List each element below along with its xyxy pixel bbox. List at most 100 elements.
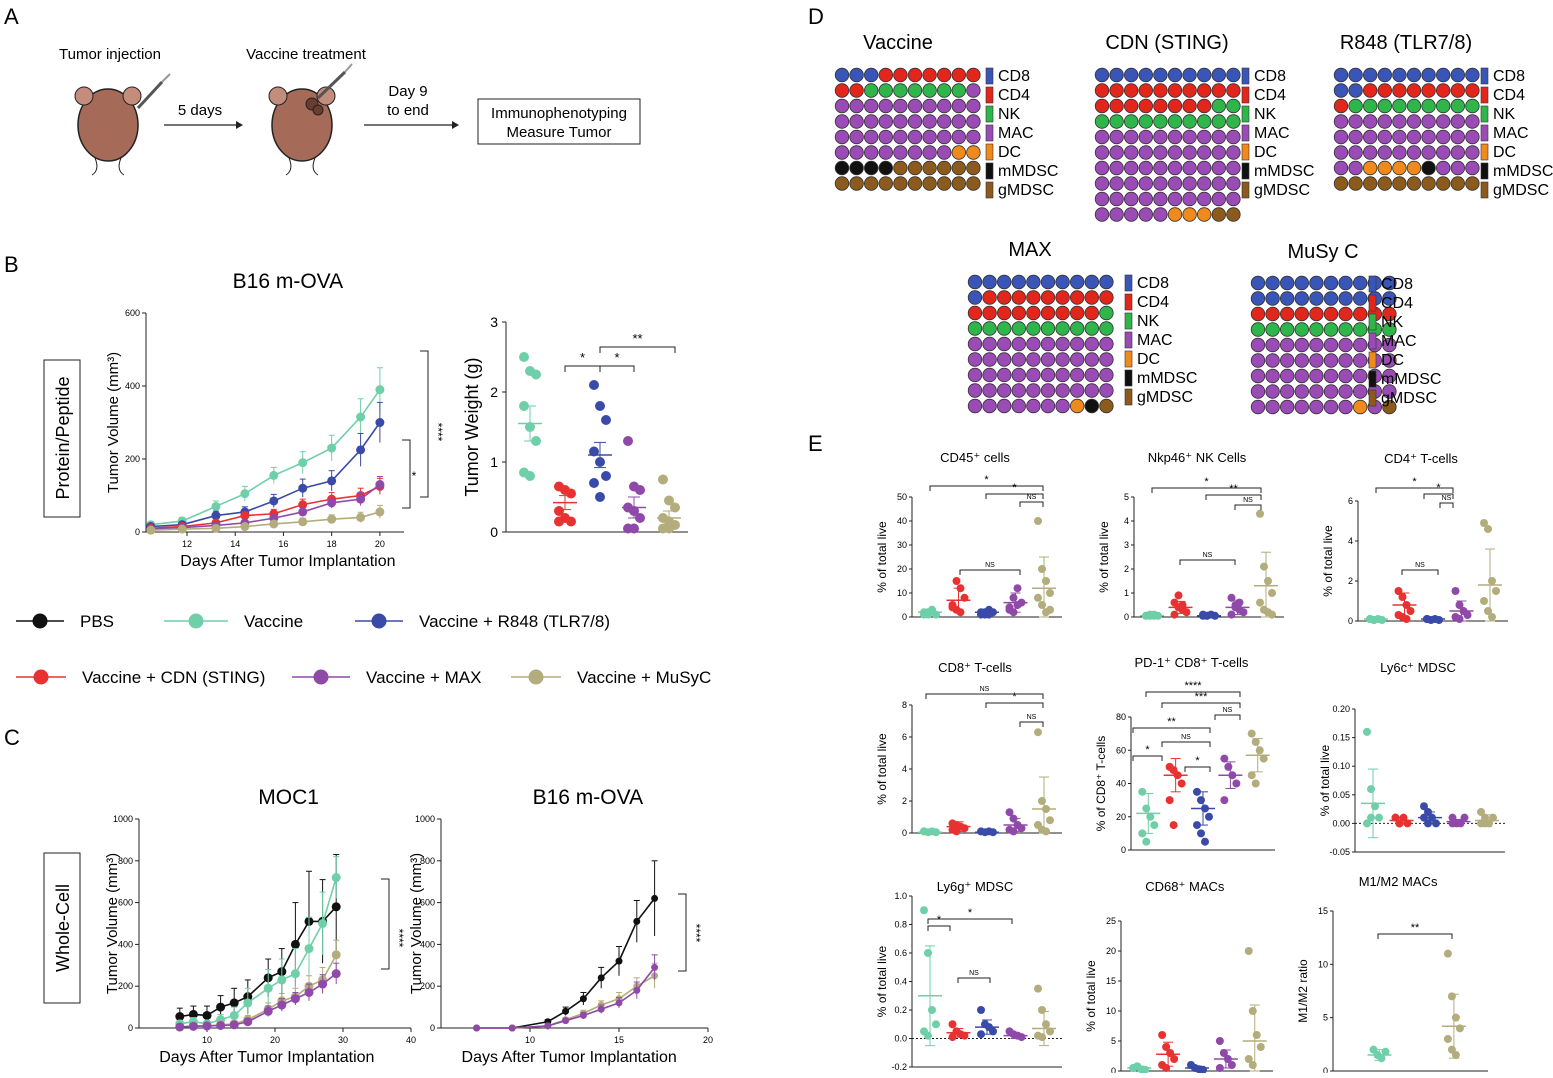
significance-bracket bbox=[959, 569, 1021, 575]
data-point-MAX bbox=[629, 523, 639, 534]
waffle-cell-MAC bbox=[982, 383, 997, 398]
data-point bbox=[928, 1006, 936, 1014]
y-tick-label: 5 bbox=[1124, 492, 1129, 502]
waffle-cell-MAC bbox=[1226, 176, 1241, 191]
waffle-cell-CD8 bbox=[1294, 291, 1310, 306]
y-tick-label: 0.10 bbox=[1332, 761, 1350, 771]
panel-title: M1/M2 MACs bbox=[1359, 874, 1438, 889]
data-point-Vaccine bbox=[240, 489, 250, 499]
significance-bracket bbox=[1423, 493, 1454, 499]
waffle-cell-CD8 bbox=[1123, 67, 1139, 83]
waffle-cell-MAC bbox=[1026, 398, 1041, 414]
data-point-MuSyC bbox=[375, 507, 385, 517]
data-point-R848 bbox=[595, 401, 605, 411]
data-point-MuSyC bbox=[664, 495, 674, 506]
data-point bbox=[1158, 1031, 1167, 1039]
waffle-cell-MAC bbox=[997, 367, 1012, 383]
data-point-MuSyC bbox=[356, 512, 366, 522]
data-point bbox=[1046, 816, 1054, 825]
y-tick-label: 0 bbox=[902, 828, 907, 838]
significance-label: **** bbox=[392, 929, 406, 948]
waffle-cell-NK bbox=[1099, 321, 1114, 336]
data-point bbox=[1142, 804, 1151, 813]
data-point bbox=[1193, 821, 1201, 830]
data-point-MuSyC bbox=[146, 525, 156, 535]
y-tick-label: 400 bbox=[125, 381, 140, 391]
waffle-legend-label: mMDSC bbox=[1381, 371, 1441, 388]
waffle-legend-swatch bbox=[1368, 351, 1377, 369]
waffle-cell-gMDSC bbox=[834, 176, 850, 191]
readout-box bbox=[477, 98, 641, 145]
data-point bbox=[1042, 827, 1050, 836]
waffle-cell-MAC bbox=[1123, 129, 1139, 145]
waffle-cell-MAC bbox=[849, 114, 864, 129]
waffle-cell-MAC bbox=[937, 98, 952, 114]
waffle-cell-CD8 bbox=[1323, 275, 1339, 291]
waffle-cell-CD8 bbox=[1323, 291, 1339, 306]
waffle-cell-DC bbox=[1377, 160, 1393, 176]
waffle-cell-MAC bbox=[1153, 191, 1168, 207]
y-tick-label: 2 bbox=[1348, 576, 1353, 586]
waffle-cell-MAC bbox=[967, 336, 983, 352]
waffle-cell-MAC bbox=[1055, 336, 1070, 352]
waffle-cell-CD4 bbox=[1196, 98, 1212, 114]
waffle-cell-CD4 bbox=[849, 83, 864, 98]
significance-label: **** bbox=[689, 924, 703, 943]
y-tick-label: 1 bbox=[1124, 588, 1129, 598]
data-point bbox=[1201, 837, 1209, 846]
data-point-PBS bbox=[579, 995, 587, 1003]
waffle-cell-MAC bbox=[1265, 399, 1280, 415]
significance-label: * bbox=[1195, 755, 1200, 767]
data-point-Vaccine bbox=[519, 352, 529, 362]
waffle-cell-MAC bbox=[982, 352, 997, 367]
data-point-PBS bbox=[229, 998, 239, 1008]
waffle-legend-swatch bbox=[1368, 332, 1377, 350]
y-tick-label: 2 bbox=[1124, 564, 1129, 574]
data-point-MAX bbox=[243, 1017, 253, 1027]
significance-bracket bbox=[925, 693, 1044, 699]
waffle-cell-MAC bbox=[1333, 160, 1349, 176]
y-tick-label: 10 bbox=[897, 588, 907, 598]
waffle-cell-MAC bbox=[1084, 352, 1100, 367]
waffle-cell-NK bbox=[1026, 321, 1041, 336]
waffle-cell-MAC bbox=[864, 145, 879, 160]
waffle-cell-MAC bbox=[1055, 367, 1070, 383]
step-tumor-injection: Tumor injection bbox=[59, 46, 161, 63]
waffle-cell-MAC bbox=[1040, 367, 1056, 383]
data-point-Vaccine bbox=[331, 873, 341, 883]
waffle-cell-MAC bbox=[1094, 145, 1110, 160]
svg-text:Whole-Cell: Whole-Cell bbox=[53, 884, 73, 972]
y-tick-label: 15 bbox=[1106, 976, 1116, 986]
waffle-cell-CD8 bbox=[1138, 67, 1154, 83]
waffle-cell-CD4 bbox=[1265, 306, 1280, 322]
waffle-cell-MAC bbox=[1309, 337, 1324, 353]
waffle-cell-MAC bbox=[1333, 129, 1349, 145]
data-point bbox=[1375, 813, 1383, 822]
significance-label: * bbox=[1204, 476, 1209, 488]
waffle-cell-NK bbox=[1377, 98, 1393, 114]
waffle-cell-MAC bbox=[1465, 160, 1480, 176]
data-point bbox=[1227, 610, 1236, 619]
waffle-cell-CD8 bbox=[1265, 291, 1280, 306]
waffle-cell-MAC bbox=[1250, 384, 1266, 399]
waffle-cell-MAC bbox=[1040, 352, 1056, 367]
data-point-Vaccine bbox=[531, 369, 541, 380]
waffle-legend-swatch bbox=[1480, 143, 1489, 161]
significance-bracket bbox=[1132, 755, 1163, 761]
waffle-cell-gMDSC bbox=[1465, 176, 1480, 191]
waffle-cell-CD4 bbox=[1011, 290, 1027, 305]
waffle-cell-CD8 bbox=[1167, 67, 1183, 83]
waffle-legend-label: CD8 bbox=[1493, 68, 1525, 85]
waffle-cell-NK bbox=[1323, 322, 1339, 337]
waffle-cell-NK bbox=[937, 83, 952, 98]
waffle-cell-MAC bbox=[1309, 353, 1324, 368]
data-point-Vaccine bbox=[327, 443, 337, 453]
significance-label: *** bbox=[1195, 691, 1209, 703]
y-tick-label: 50 bbox=[897, 492, 907, 502]
waffle-cell-MAC bbox=[1196, 191, 1212, 207]
arrow-2-label-b: to end bbox=[387, 102, 429, 119]
waffle-cell-NK bbox=[893, 83, 908, 98]
waffle-cell-MAC bbox=[834, 114, 850, 129]
